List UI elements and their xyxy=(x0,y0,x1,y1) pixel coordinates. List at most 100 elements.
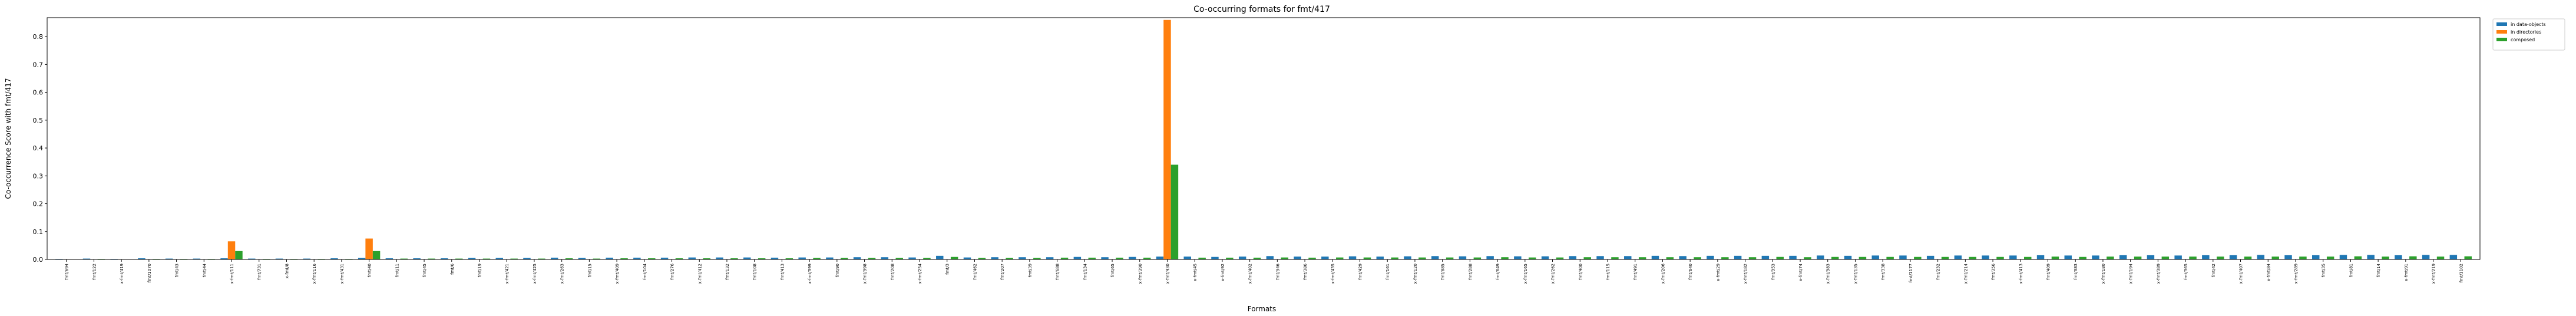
bar xyxy=(1391,257,1398,259)
bar xyxy=(2271,256,2279,259)
legend-swatch xyxy=(2496,30,2507,34)
bar xyxy=(2024,256,2032,259)
x-tick-label: fmt/3 xyxy=(945,264,950,275)
bar xyxy=(1982,255,1989,259)
bar xyxy=(1046,257,1054,259)
x-tick-label: fmt/409 xyxy=(2046,264,2051,280)
bar xyxy=(1376,256,1384,259)
x-tick-label: fmt/81 xyxy=(2349,264,2353,277)
bar xyxy=(1941,256,1949,259)
bar xyxy=(1129,256,1136,259)
bar xyxy=(730,258,738,259)
bar xyxy=(138,258,146,259)
x-tick-label: x-fmt/111 xyxy=(230,264,234,284)
bar xyxy=(1308,258,1316,259)
bar xyxy=(227,241,236,259)
bar xyxy=(841,258,848,259)
x-tick-label: fmt/161 xyxy=(1385,264,1390,280)
x-tick-label: x-fmt/182 xyxy=(1744,264,1748,284)
bar xyxy=(2367,255,2375,259)
bar xyxy=(413,258,421,259)
x-tick-label: fmt/731 xyxy=(257,264,262,280)
x-tick-label: x-fmt/419 xyxy=(120,264,124,284)
x-tick-label: x-fmt/214 xyxy=(1963,263,1968,284)
x-tick-label: x-fmt/165 xyxy=(1523,264,1528,284)
bar xyxy=(881,257,889,259)
bar xyxy=(798,257,806,259)
bar xyxy=(648,258,656,259)
x-tick-label: fmt/115 xyxy=(1606,264,1611,280)
x-tick-label: x-fmt/289 xyxy=(2294,264,2299,284)
bar xyxy=(2147,255,2155,259)
bar xyxy=(2299,256,2307,259)
bar xyxy=(1431,256,1439,259)
x-tick-label: x-fmt/219 xyxy=(2432,264,2436,284)
y-tick-label: 0.3 xyxy=(33,172,44,180)
bar xyxy=(495,258,503,259)
legend-label: in data-objects xyxy=(2511,22,2546,27)
y-tick-label: 0.5 xyxy=(33,117,44,124)
x-tick-label: x-fmt/425 xyxy=(533,264,537,284)
x-tick-label: fmt/353 xyxy=(1771,264,1775,280)
bar xyxy=(1899,255,1907,259)
x-tick-label: x-fmt/84 xyxy=(2266,263,2271,281)
x-tick-label: fmt/413 xyxy=(780,264,785,280)
bar xyxy=(1651,255,1659,259)
legend-swatch xyxy=(2496,38,2507,41)
x-tick-label: x-fmt/92 xyxy=(1221,264,1225,281)
bar xyxy=(1761,255,1770,259)
x-tick-label: x-fmt/29 xyxy=(1716,264,1721,281)
bar xyxy=(1143,258,1151,259)
x-tick-label: x-fmt/399 xyxy=(808,264,812,284)
x-tick-label: fmt/43 xyxy=(175,264,180,277)
bar xyxy=(1101,257,1109,259)
bar xyxy=(675,258,683,259)
bar xyxy=(1183,256,1191,259)
bar xyxy=(633,258,641,259)
bar xyxy=(1363,257,1371,259)
legend-swatch xyxy=(2496,22,2507,26)
bar xyxy=(1886,256,1894,259)
x-tick-label: fmt/40 xyxy=(368,264,372,277)
bar xyxy=(1088,258,1096,259)
x-tick-label: x-fmt/407 xyxy=(2239,264,2244,284)
bar xyxy=(1348,256,1357,259)
bar xyxy=(963,257,971,259)
x-tick-label: x-fmt/206 xyxy=(1661,263,1665,284)
bar xyxy=(2284,255,2292,259)
x-tick-label: x-fmt/435 xyxy=(1331,264,1335,284)
bar xyxy=(1748,257,1757,259)
bar xyxy=(2382,256,2389,259)
x-tick-label: fmt/208 xyxy=(890,264,895,280)
x-tick-label: x-fmt/430 xyxy=(1165,264,1170,284)
x-tick-label: fmt/1070 xyxy=(147,264,152,282)
bar xyxy=(2174,255,2182,259)
bar xyxy=(2161,256,2170,259)
x-tick-label: fmt/462 xyxy=(973,264,977,280)
x-tick-label: x-fmt/409 xyxy=(615,264,620,284)
bar xyxy=(1638,257,1646,259)
bar xyxy=(923,258,931,259)
bar xyxy=(578,258,586,259)
bar xyxy=(2064,255,2072,259)
legend-box xyxy=(2492,18,2565,51)
bar xyxy=(2354,256,2362,259)
x-tick-label: fmt/694 xyxy=(65,263,70,279)
bar xyxy=(1073,256,1082,259)
bar xyxy=(1473,257,1482,259)
bar xyxy=(1776,256,1784,259)
x-tick-label: x-fmt/421 xyxy=(505,264,510,284)
bar xyxy=(1666,257,1674,259)
bar xyxy=(853,257,861,259)
bar xyxy=(1156,256,1164,259)
bar xyxy=(1859,256,1867,259)
x-tick-label: fmt/6 xyxy=(450,263,455,274)
x-tick-label: fmt/383 xyxy=(2074,264,2078,280)
legend-label: composed xyxy=(2511,37,2535,42)
x-tick-label: fmt/386 xyxy=(1303,263,1308,279)
legend: in data-objects in directories composed xyxy=(2492,18,2565,51)
legend-label: in directories xyxy=(2511,29,2541,35)
x-tick-label: fmt/491 xyxy=(1633,264,1638,280)
bar xyxy=(1459,256,1467,259)
bar xyxy=(1116,258,1123,259)
